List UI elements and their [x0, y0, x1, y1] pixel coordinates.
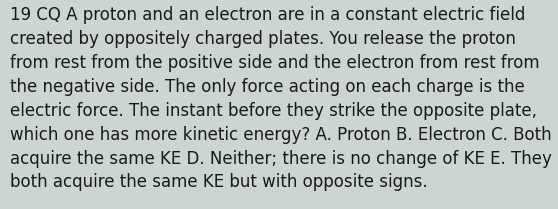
Text: 19 CQ A proton and an electron are in a constant electric field
created by oppos: 19 CQ A proton and an electron are in a … [10, 6, 552, 191]
